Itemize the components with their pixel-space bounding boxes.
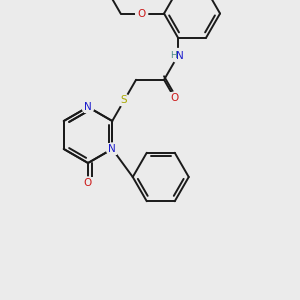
Text: O: O [84, 178, 92, 188]
Text: O: O [170, 93, 179, 103]
Text: N: N [108, 144, 116, 154]
Text: S: S [121, 95, 128, 105]
Text: O: O [137, 8, 146, 19]
Circle shape [169, 92, 181, 104]
Text: N: N [84, 102, 92, 112]
Circle shape [171, 49, 185, 62]
Circle shape [118, 94, 130, 106]
Circle shape [82, 177, 94, 189]
Circle shape [106, 143, 118, 155]
Text: N: N [176, 50, 184, 61]
Circle shape [136, 8, 148, 20]
Circle shape [82, 101, 94, 113]
Text: H: H [170, 51, 176, 60]
